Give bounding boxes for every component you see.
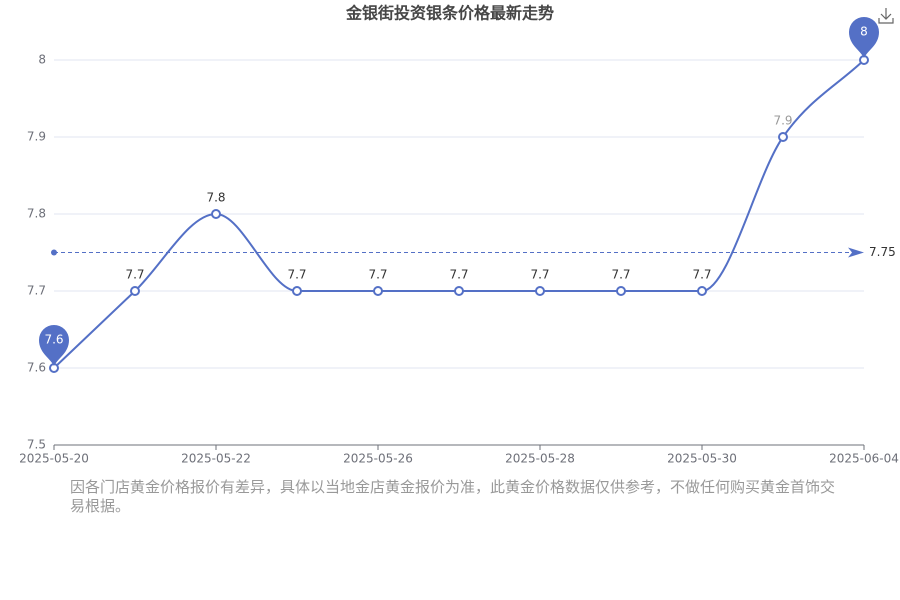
mark-pin-label: 8 — [860, 25, 868, 39]
point — [211, 209, 221, 219]
x-tick-label: 2025-05-28 — [505, 452, 575, 466]
mark-pin — [39, 325, 69, 366]
data-label: 7.7 — [368, 268, 387, 282]
point — [616, 286, 626, 296]
footnote: 因各门店黄金价格报价有差异，具体以当地金店黄金报价为准，此黄金价格数据仅供参考，… — [70, 478, 836, 515]
mark-pin-label: 7.6 — [44, 333, 63, 347]
y-tick-label: 7.9 — [27, 130, 46, 144]
point — [454, 286, 464, 296]
x-tick-label: 2025-05-30 — [667, 452, 737, 466]
x-tick-label: 2025-05-22 — [181, 452, 251, 466]
chart-title: 金银街投资银条价格最新走势 — [345, 4, 554, 23]
x-tick-label: 2025-06-04 — [829, 452, 899, 466]
data-label: 7.7 — [125, 268, 144, 282]
average-label: 7.75 — [869, 245, 896, 259]
point — [130, 286, 140, 296]
point — [778, 132, 788, 142]
x-tick-label: 2025-05-20 — [19, 452, 89, 466]
y-tick-label: 7.8 — [27, 207, 46, 221]
y-tick-label: 7.6 — [27, 361, 46, 375]
download-icon[interactable] — [878, 8, 894, 24]
y-tick-label: 8 — [38, 53, 46, 67]
y-tick-label: 7.7 — [27, 284, 46, 298]
mark-pin — [849, 17, 879, 58]
data-label: 7.7 — [692, 268, 711, 282]
average-arrow — [848, 247, 864, 258]
data-label: 7.7 — [287, 268, 306, 282]
data-label: 7.7 — [611, 268, 630, 282]
point — [292, 286, 302, 296]
data-label: 7.8 — [206, 191, 225, 205]
point — [697, 286, 707, 296]
data-label: 7.9 — [773, 114, 792, 128]
point — [373, 286, 383, 296]
x-tick-label: 2025-05-26 — [343, 452, 413, 466]
point — [535, 286, 545, 296]
y-tick-label: 7.5 — [27, 438, 46, 452]
data-label: 7.7 — [530, 268, 549, 282]
data-label: 7.7 — [449, 268, 468, 282]
